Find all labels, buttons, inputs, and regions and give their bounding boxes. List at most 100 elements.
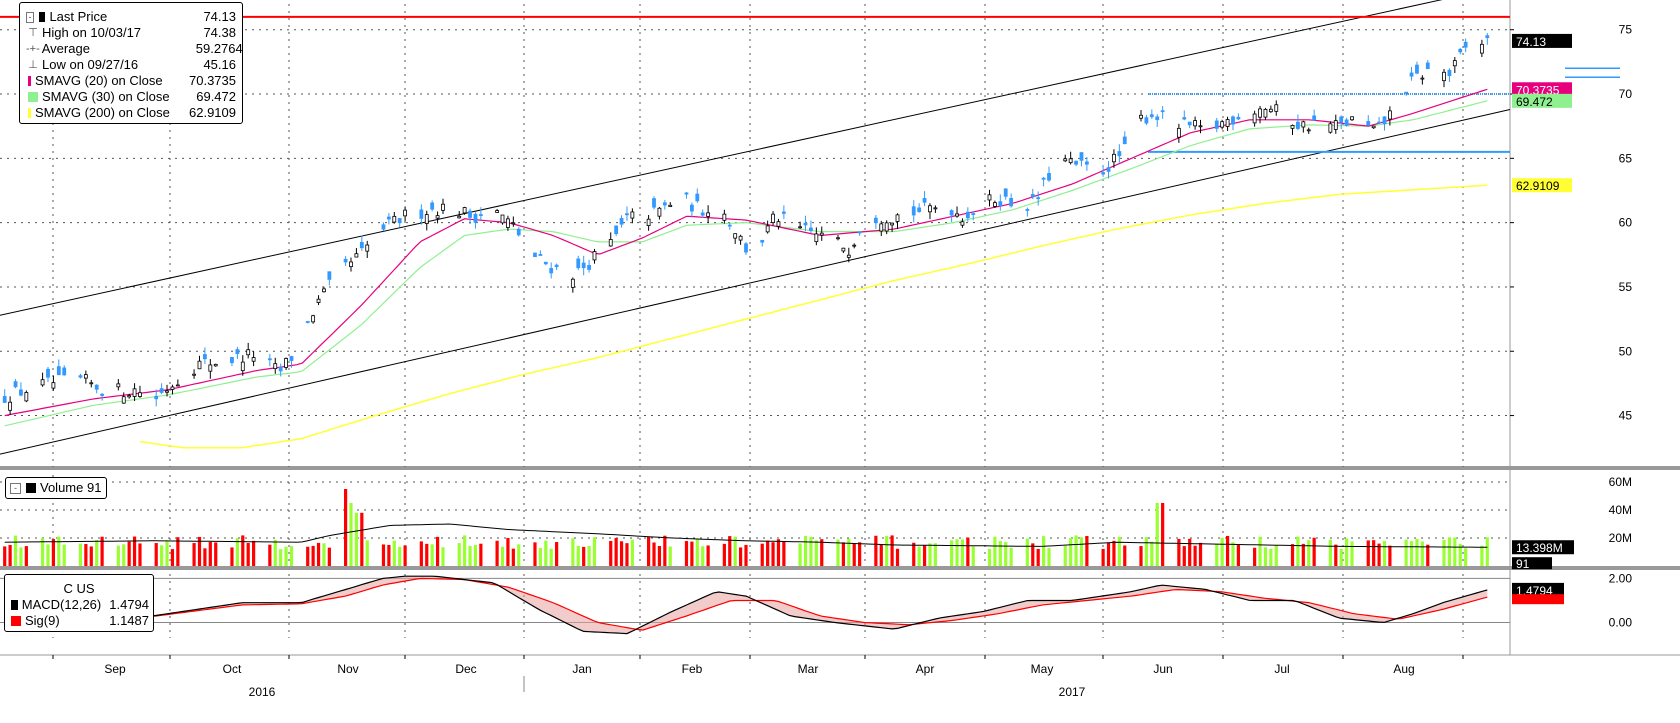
- candle-body: [781, 211, 786, 214]
- macd-tick-label: 0.00: [1609, 616, 1633, 630]
- volume-bar: [506, 537, 510, 566]
- legend-label: Sig(9): [25, 613, 60, 628]
- volume-bar: [668, 546, 672, 566]
- candle-body: [1252, 113, 1257, 124]
- candle-body: [570, 278, 575, 288]
- candle-body: [549, 268, 554, 274]
- candle-body: [121, 396, 126, 404]
- volume-bar: [576, 545, 580, 566]
- volume-bar: [1182, 546, 1186, 566]
- volume-bar: [803, 536, 808, 566]
- collapse-icon[interactable]: -: [10, 482, 21, 494]
- volume-bar: [1372, 540, 1376, 566]
- candle-body: [1263, 108, 1268, 118]
- candle-body: [700, 212, 705, 216]
- volume-bar: [403, 545, 407, 566]
- candle-body: [462, 207, 467, 214]
- candle-body: [722, 213, 727, 221]
- volume-bar: [457, 543, 461, 566]
- volume-bar: [1458, 543, 1462, 566]
- macd-legend: C US MACD(12,26) 1.4794 Sig(9) 1.1487: [4, 574, 154, 632]
- volume-bar: [1253, 547, 1257, 566]
- candle-body: [430, 202, 435, 210]
- volume-bar: [874, 535, 878, 566]
- candle-body: [213, 363, 218, 367]
- volume-bar: [1388, 545, 1392, 566]
- volume-bar: [630, 539, 634, 566]
- volume-bar: [441, 547, 445, 566]
- average-marker-icon: -+-: [26, 43, 40, 55]
- candle-body: [841, 247, 846, 252]
- legend-row-high: ⊤ High on 10/03/17 74.38: [26, 25, 236, 41]
- candle-body: [78, 375, 83, 378]
- channel-lower-line: [0, 108, 1511, 455]
- volume-bar: [197, 536, 202, 566]
- volume-bar: [782, 541, 786, 566]
- x-tick-label: Nov: [337, 662, 358, 676]
- volume-bar: [1296, 536, 1300, 566]
- volume-bar: [435, 536, 440, 566]
- volume-bar: [1074, 535, 1078, 566]
- macd-line: [4, 575, 1488, 635]
- candle-body: [1176, 127, 1181, 138]
- candle-body: [1144, 117, 1149, 124]
- candle-body: [192, 373, 196, 376]
- volume-bar: [663, 535, 667, 566]
- volume-bar: [1198, 542, 1203, 566]
- candle-body: [1344, 119, 1349, 126]
- candle-body: [846, 254, 851, 258]
- volume-bar: [398, 546, 402, 566]
- x-tick-label: Oct: [223, 662, 242, 676]
- volume-bar: [1274, 545, 1278, 566]
- candle-body: [457, 215, 462, 219]
- candle-body: [327, 271, 332, 280]
- volume-bar: [912, 542, 916, 566]
- candle-body: [1447, 69, 1452, 77]
- candle-body: [798, 226, 803, 229]
- channel-upper-line: [0, 0, 1443, 316]
- candle-body: [1025, 209, 1030, 211]
- candle-body: [392, 215, 397, 223]
- candle-body: [1382, 116, 1387, 125]
- candle-body: [630, 211, 635, 219]
- volume-bar: [544, 540, 548, 566]
- legend-row-sma30: SMAVG (30) on Close 69.472: [26, 89, 236, 105]
- candle-body: [343, 258, 348, 263]
- legend-value: 70.3735: [189, 73, 236, 88]
- volume-bar: [419, 541, 423, 566]
- candle-body: [381, 224, 386, 230]
- volume-legend: - Volume 91: [5, 477, 107, 499]
- volume-bar: [1220, 537, 1224, 566]
- x-tick-label: Apr: [916, 662, 935, 676]
- volume-bar: [933, 543, 937, 566]
- legend-row-sig: Sig(9) 1.1487: [9, 613, 149, 629]
- candle-body: [94, 384, 99, 390]
- legend-row-last-price: - Last Price 74.13: [26, 9, 236, 25]
- volume-bar: [587, 546, 591, 566]
- volume-bar: [311, 545, 315, 566]
- legend-label: MACD(12,26): [21, 597, 102, 612]
- candle-body: [284, 358, 288, 368]
- volume-bar: [316, 542, 321, 566]
- sma30-swatch: [28, 92, 38, 102]
- legend-label: Low on 09/27/16: [42, 57, 139, 72]
- volume-swatch: [26, 483, 36, 493]
- volume-bar: [165, 540, 169, 566]
- candle-body: [657, 207, 662, 217]
- collapse-icon[interactable]: -: [26, 11, 34, 23]
- candle-body: [8, 401, 13, 411]
- volume-bar: [966, 537, 970, 566]
- volume-bar: [1382, 541, 1387, 566]
- volume-bar: [1485, 537, 1489, 566]
- candle-body: [516, 228, 521, 236]
- candle-body: [197, 360, 202, 370]
- volume-bar: [127, 541, 131, 566]
- volume-bar: [950, 540, 954, 566]
- candle-body: [695, 193, 700, 202]
- candle-body: [1339, 116, 1344, 123]
- candle-body: [100, 393, 105, 396]
- volume-bar: [160, 545, 164, 566]
- candle-body: [1328, 123, 1333, 133]
- candle-body: [652, 198, 656, 208]
